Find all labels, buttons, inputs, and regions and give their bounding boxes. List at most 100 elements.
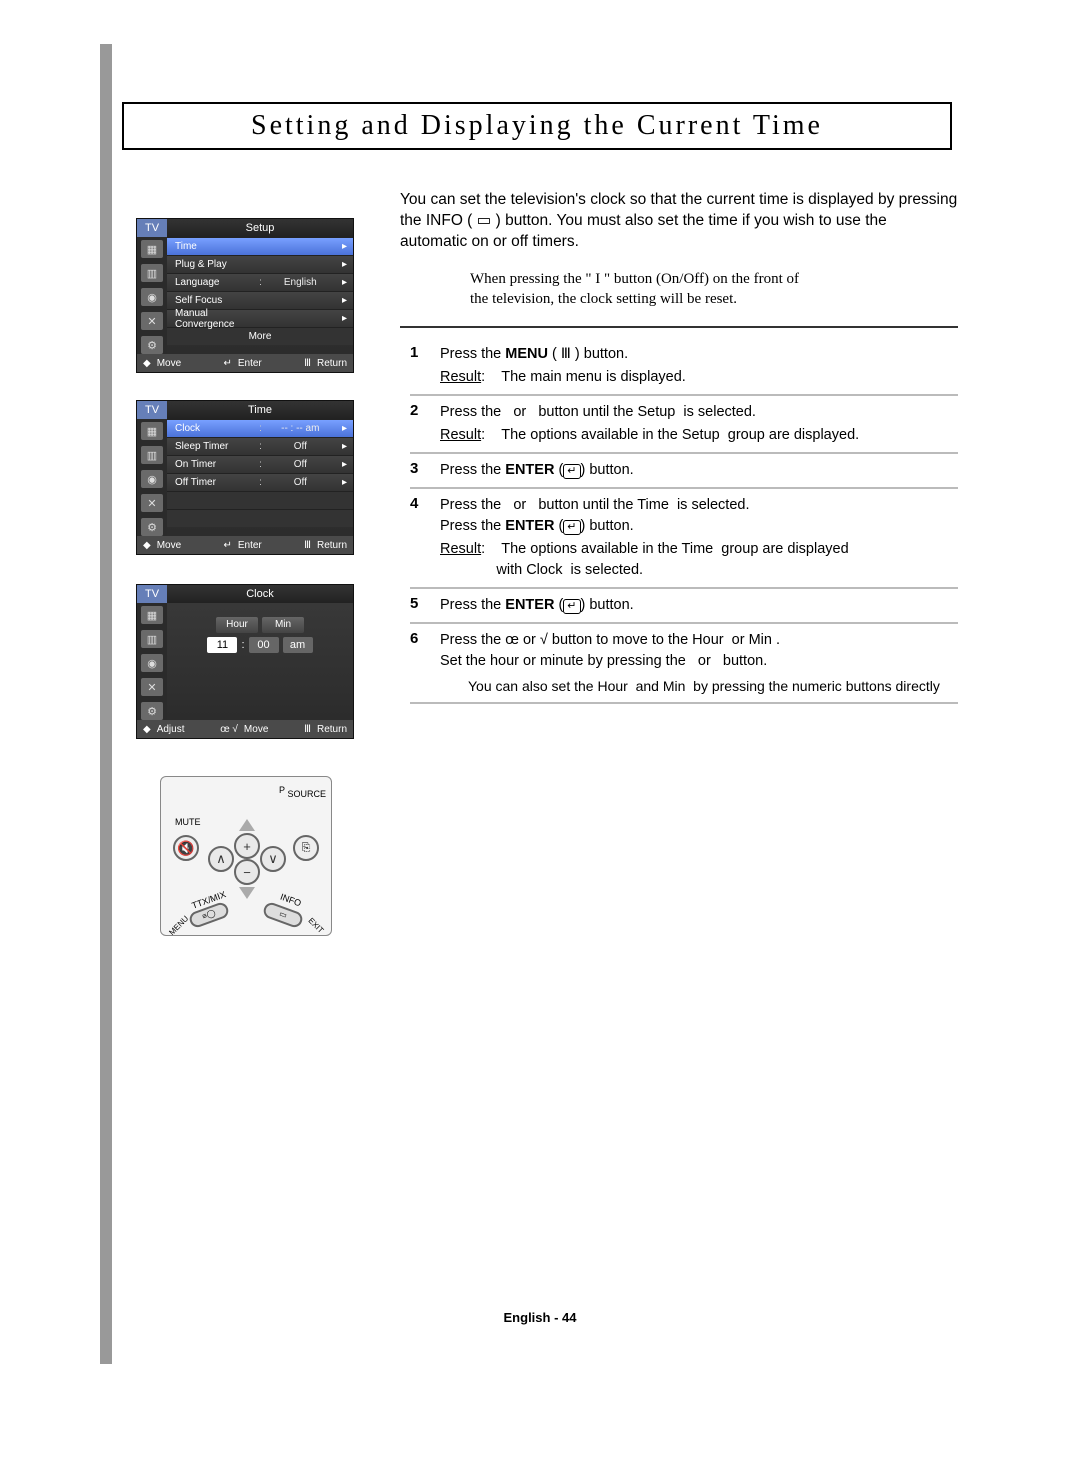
picture-icon: ▦ bbox=[141, 240, 163, 258]
row-value: Off bbox=[268, 459, 333, 470]
step-text: Press the or button until the Time is se… bbox=[440, 495, 849, 581]
colon: : bbox=[241, 639, 244, 651]
chevron-right-icon: ▸ bbox=[333, 241, 347, 252]
hour-head: Hour bbox=[216, 617, 258, 633]
move-label: Move bbox=[157, 540, 181, 551]
step: 6 Press the œ or √ button to move to the… bbox=[410, 624, 958, 704]
chevron-right-icon: ▸ bbox=[333, 295, 347, 306]
page-footer: English - 44 bbox=[0, 1310, 1080, 1325]
ch-up-icon: ∧ bbox=[208, 846, 234, 872]
setup-rows: Time▸Plug & Play▸Language:English▸Self F… bbox=[167, 237, 353, 354]
decorative-sidebar bbox=[100, 44, 112, 1364]
manual-page: Setting and Displaying the Current Time … bbox=[0, 0, 1080, 1474]
dpad: + − ∧ ∨ bbox=[221, 833, 273, 885]
step: 3 Press the ENTER (↵) button. bbox=[410, 454, 958, 489]
chevron-right-icon: ▸ bbox=[333, 423, 347, 434]
step-text: Press the œ or √ button to move to the H… bbox=[440, 630, 940, 696]
picture-icon: ▦ bbox=[141, 606, 163, 624]
step-number: 5 bbox=[410, 595, 440, 616]
osd-icon-column: ▦ ▥ ◉ ✕ ⚙ bbox=[137, 603, 167, 720]
empty-row bbox=[167, 509, 353, 527]
step-text: Press the or button until the Setup is s… bbox=[440, 402, 859, 446]
menu-btn-icon: Ⅲ bbox=[304, 358, 311, 369]
instruction-steps: 1 Press the MENU ( Ⅲ ) button.Result: Th… bbox=[410, 338, 958, 704]
sound-icon: ◉ bbox=[141, 288, 163, 306]
clock-body: Hour Min 11 : 00 am bbox=[167, 603, 353, 720]
menu-icon: ▥ bbox=[141, 264, 163, 282]
updown-icon: ◆ bbox=[143, 540, 151, 551]
enter-icon: ↵ bbox=[223, 540, 231, 551]
step-number: 6 bbox=[410, 630, 440, 696]
empty-row bbox=[167, 491, 353, 509]
enter-label: Enter bbox=[238, 540, 262, 551]
chevron-right-icon: ▸ bbox=[333, 459, 347, 470]
row-label: Language bbox=[175, 277, 254, 288]
row-colon: : bbox=[254, 423, 268, 434]
title-box: Setting and Displaying the Current Time bbox=[122, 102, 952, 150]
mute-label: MUTE bbox=[175, 817, 201, 827]
step-text: Press the MENU ( Ⅲ ) button.Result: The … bbox=[440, 344, 686, 388]
hour-value: 11 bbox=[207, 637, 237, 653]
intro-paragraph: You can set the television's clock so th… bbox=[400, 190, 958, 253]
row-colon: : bbox=[254, 441, 268, 452]
row-label: Sleep Timer bbox=[175, 441, 254, 452]
tv-label: TV bbox=[137, 585, 167, 603]
osd-icon-column: ▦ ▥ ◉ ✕ ⚙ bbox=[137, 419, 167, 536]
more-row: More bbox=[167, 327, 353, 345]
row-value: English bbox=[268, 277, 333, 288]
chevron-right-icon: ▸ bbox=[333, 477, 347, 488]
page-title: Setting and Displaying the Current Time bbox=[124, 110, 950, 142]
menu-icon: ▥ bbox=[141, 630, 163, 648]
menu-btn-icon: Ⅲ bbox=[304, 540, 311, 551]
menu-row: Plug & Play▸ bbox=[167, 255, 353, 273]
source-label: SOURCE bbox=[287, 789, 326, 799]
ch-down-icon: ∨ bbox=[260, 846, 286, 872]
step-number: 4 bbox=[410, 495, 440, 581]
note-line-1: When pressing the " I " button (On/Off) … bbox=[470, 270, 950, 290]
remote-illustration: P SOURCE MUTE 🔇 ⎘ + − ∧ ∨ TTX/MIX INFO ≡… bbox=[140, 770, 350, 940]
row-value: Off bbox=[268, 441, 333, 452]
updown-icon: ◆ bbox=[143, 724, 151, 735]
note-line-2: the television, the clock setting will b… bbox=[470, 290, 950, 310]
tv-label: TV bbox=[137, 401, 167, 419]
return-label: Return bbox=[317, 540, 347, 551]
enter-label: Enter bbox=[238, 358, 262, 369]
row-colon: : bbox=[254, 477, 268, 488]
row-label: Off Timer bbox=[175, 477, 254, 488]
return-label: Return bbox=[317, 358, 347, 369]
vol-minus-icon: − bbox=[234, 859, 260, 885]
row-label: Time bbox=[175, 241, 254, 252]
sound-icon: ◉ bbox=[141, 654, 163, 672]
divider bbox=[400, 326, 958, 328]
osd-footer: ◆ Move ↵ Enter Ⅲ Return bbox=[137, 536, 353, 554]
vol-plus-icon: + bbox=[234, 833, 260, 859]
chevron-right-icon: ▸ bbox=[333, 313, 347, 324]
menu-row: Clock:-- : -- am▸ bbox=[167, 419, 353, 437]
min-value: 00 bbox=[249, 637, 279, 653]
updown-icon: ◆ bbox=[143, 358, 151, 369]
arrow-down-icon bbox=[239, 887, 255, 899]
reset-note: When pressing the " I " button (On/Off) … bbox=[470, 270, 950, 309]
row-label: Plug & Play bbox=[175, 259, 254, 270]
step-text: Press the ENTER (↵) button. bbox=[440, 460, 634, 481]
chevron-right-icon: ▸ bbox=[333, 441, 347, 452]
sound-icon: ◉ bbox=[141, 470, 163, 488]
osd-time-menu: TV Time ▦ ▥ ◉ ✕ ⚙ Clock:-- : -- am▸Sleep… bbox=[136, 400, 354, 555]
menu-row: Sleep Timer:Off▸ bbox=[167, 437, 353, 455]
picture-icon: ▦ bbox=[141, 422, 163, 440]
p-label: P bbox=[279, 785, 285, 795]
time-title: Time bbox=[167, 401, 353, 419]
time-rows: Clock:-- : -- am▸Sleep Timer:Off▸On Time… bbox=[167, 419, 353, 536]
osd-setup-menu: TV Setup ▦ ▥ ◉ ✕ ⚙ Time▸Plug & Play▸Lang… bbox=[136, 218, 354, 373]
ampm-value: am bbox=[283, 637, 313, 653]
menu-btn-icon: Ⅲ bbox=[304, 724, 311, 735]
step-number: 3 bbox=[410, 460, 440, 481]
row-colon: : bbox=[254, 459, 268, 470]
channel-icon: ✕ bbox=[141, 494, 163, 512]
leftright-icon: œ √ bbox=[220, 724, 238, 735]
row-label: Self Focus bbox=[175, 295, 254, 306]
setup-icon: ⚙ bbox=[141, 518, 163, 536]
row-value: -- : -- am bbox=[268, 423, 333, 434]
channel-icon: ✕ bbox=[141, 678, 163, 696]
step-number: 2 bbox=[410, 402, 440, 446]
